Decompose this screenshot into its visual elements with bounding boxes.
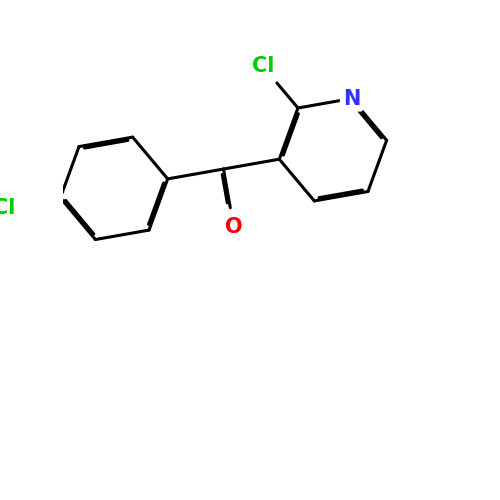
Text: Cl: Cl: [252, 56, 274, 76]
Text: O: O: [225, 217, 242, 237]
Text: Cl: Cl: [0, 198, 16, 218]
Text: N: N: [343, 88, 360, 108]
